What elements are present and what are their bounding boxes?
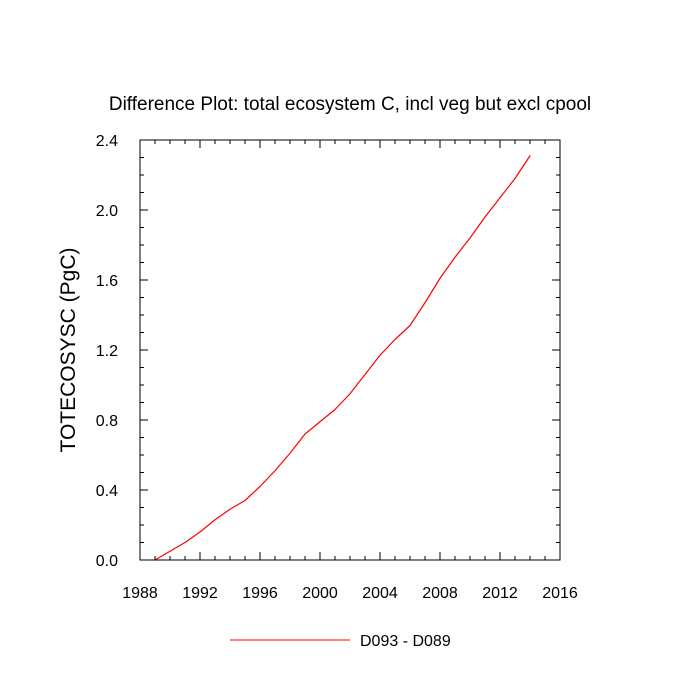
legend-label-d093-d089: D093 - D089 <box>360 633 451 650</box>
x-tick-label: 2008 <box>422 585 458 602</box>
x-tick-label: 2000 <box>302 585 338 602</box>
chart-title: Difference Plot: total ecosystem C, incl… <box>109 94 591 115</box>
y-tick-label: 0.4 <box>96 483 118 500</box>
legend: D093 - D089 <box>230 633 451 650</box>
y-tick-label: 2.0 <box>96 203 118 220</box>
series-layer <box>154 155 531 561</box>
minor-ticks <box>140 140 560 560</box>
x-tick-label: 2004 <box>362 585 398 602</box>
plot-frame <box>139 139 561 561</box>
tick-labels: 1988 1992 1996 2000 2004 2008 2012 2016 0.0 0.4 0.… <box>96 133 578 602</box>
y-tick-label: 1.2 <box>96 343 118 360</box>
y-tick-label: 0.0 <box>96 553 118 570</box>
y-axis-label: TOTECOSYSC (PgC) <box>57 248 80 453</box>
y-tick-label: 0.8 <box>96 413 118 430</box>
x-tick-label: 2012 <box>482 585 518 602</box>
y-tick-label: 1.6 <box>96 273 118 290</box>
x-tick-label: 1992 <box>182 585 218 602</box>
x-tick-label: 1996 <box>242 585 278 602</box>
x-tick-label: 2016 <box>542 585 578 602</box>
series-line-d093-d089 <box>154 155 531 561</box>
major-ticks <box>139 139 561 561</box>
x-tick-label: 1988 <box>122 585 158 602</box>
y-tick-label: 2.4 <box>96 133 118 150</box>
